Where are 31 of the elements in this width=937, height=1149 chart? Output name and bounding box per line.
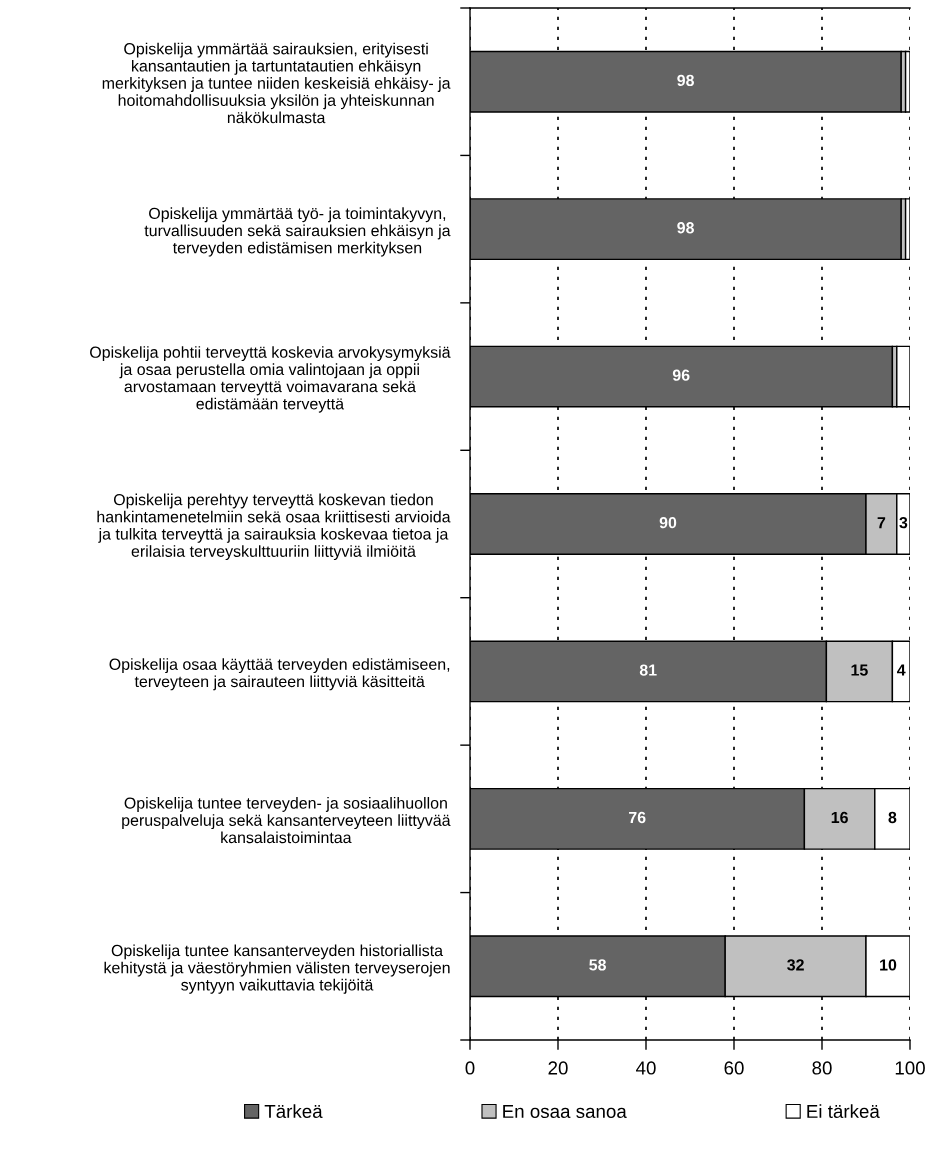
data-label: 81 [639,664,657,676]
x-tick-label: 100 [895,1061,925,1075]
data-label: 76 [629,811,646,824]
data-label: 98 [677,222,694,234]
legend-label: Tärkeä [264,1104,323,1119]
data-label: 7 [877,517,886,529]
y-tick-label: Opiskelija ymmärtää sairauksien, erityisesti kansantautien ja tartuntatautien ehkäisyn merkityksen ja tuntee niiden keskeisiä ehkäisy- ja hoitomahdollisuuksia yksilön ja yhteiskunnan näkökulmasta [102,42,451,124]
y-tick-label: Opiskelija pohtii terveyttä koskevia arvokysymyksiä ja osaa perustella omia valintojaan ja oppii arvostamaan terveyttä voimavarana sekä edistämään terveyttä [90,346,451,413]
y-tick-label: Opiskelija perehtyy terveyttä koskevan tiedon hankintamenetelmiin sekä osaa kriittisesti arvioida ja tulkita terveyttä ja sairauksia koskevaa tietoa ja erilaisia terveyskulttuuriin liittyviä ilmiöitä [97,493,451,561]
data-label: 32 [787,959,804,971]
x-tick-label: 40 [636,1061,656,1075]
data-label: 58 [589,959,606,971]
data-label: 8 [888,811,897,824]
x-tick-label: 0 [465,1061,475,1075]
y-tick-label: Opiskelija tuntee terveyden- ja sosiaalihuollon peruspalveluja sekä kansanterveyteen liittyvää kansalaistoimintaa [122,797,451,844]
y-tick-label: Opiskelija ymmärtää työ- ja toimintakyvyn, turvallisuuden sekä sairauksien ehkäisyn ja terveyden edistämisen merkityksen [144,207,451,257]
data-label: 3 [899,516,908,529]
data-label: 15 [851,664,868,676]
x-tick-label: 20 [548,1061,568,1075]
data-label: 96 [672,369,690,381]
x-tick-label: 80 [812,1061,832,1075]
data-label: 90 [659,516,677,529]
legend-label: En osaa sanoa [503,1104,627,1119]
y-tick-label: Opiskelija tuntee kansanterveyden historiallista kehitystä ja väestöryhmien välisten terveyserojen syntyyn vaikuttavia tekijöitä [104,944,450,994]
data-label: 98 [677,74,694,86]
data-label: 10 [880,959,897,971]
x-tick-label: 60 [724,1061,744,1075]
y-tick-label: Opiskelija osaa käyttää terveyden edistämiseen, terveyteen ja sairauteen liittyviä käsitteitä [109,658,450,691]
data-label: 16 [831,811,848,824]
data-label: 4 [897,664,906,676]
legend-label: Ei tärkeä [807,1104,880,1119]
